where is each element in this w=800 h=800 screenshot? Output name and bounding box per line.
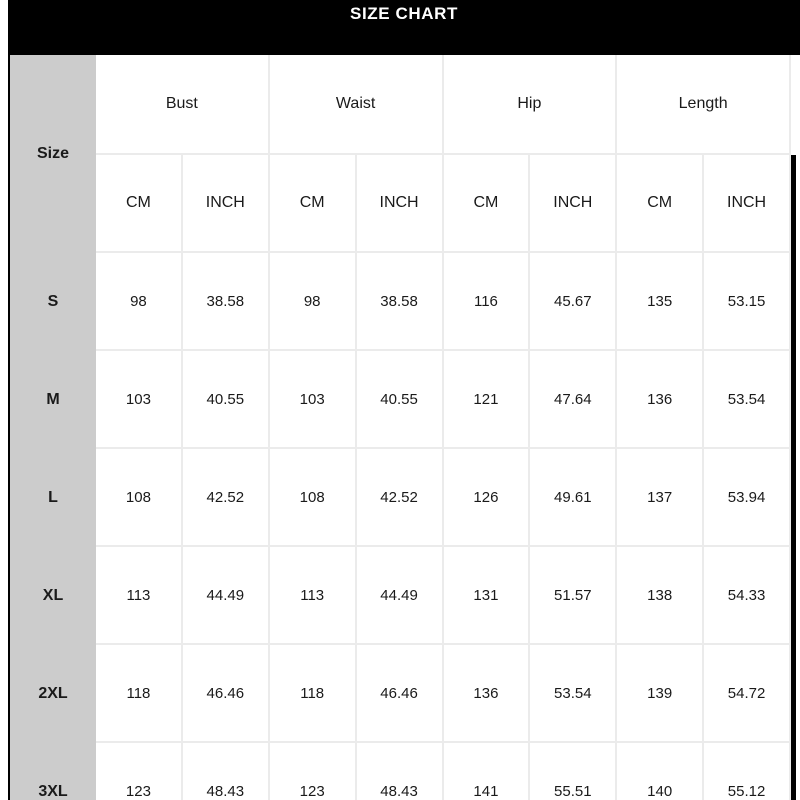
size-row-label-xl: XL: [42, 587, 64, 604]
value-cell: 53.94: [704, 449, 791, 547]
value-cell: 49.61: [530, 449, 618, 547]
value-cell: 40.55: [356, 351, 444, 449]
value-cell: 44.49: [356, 547, 444, 645]
value-cell: 47.64: [530, 351, 618, 449]
size-column: Size S M L XL 2XL 3XL: [8, 55, 96, 800]
value-cell: 113: [96, 547, 183, 645]
unit-header-waist-inch: INCH: [356, 155, 444, 253]
value-cell: 51.57: [530, 547, 618, 645]
value-cell: 139: [617, 645, 705, 743]
value-cell: 54.33: [704, 547, 791, 645]
value-cell: 48.43: [182, 743, 270, 800]
value-cell: 141: [443, 743, 531, 800]
value-cell: 126: [443, 449, 531, 547]
measurements-grid: Bust Waist Hip Length CM INCH CM INCH CM…: [96, 55, 791, 800]
value-cell: 53.54: [704, 351, 791, 449]
unit-header-length-inch: INCH: [704, 155, 791, 253]
value-cell: 116: [443, 253, 531, 351]
column-group-waist: Waist: [269, 55, 444, 155]
size-row-label-2xl: 2XL: [38, 685, 68, 702]
value-cell: 113: [269, 547, 357, 645]
column-group-length: Length: [617, 55, 791, 155]
title-bar: SIZE CHART: [8, 0, 800, 55]
unit-header-hip-inch: INCH: [530, 155, 618, 253]
unit-header-bust-inch: INCH: [182, 155, 270, 253]
column-group-hip: Hip: [443, 55, 618, 155]
value-cell: 46.46: [356, 645, 444, 743]
size-row-label-3xl: 3XL: [38, 783, 68, 800]
value-cell: 137: [617, 449, 705, 547]
value-cell: 103: [96, 351, 183, 449]
value-cell: 54.72: [704, 645, 791, 743]
value-cell: 138: [617, 547, 705, 645]
value-cell: 40.55: [182, 351, 270, 449]
value-cell: 136: [617, 351, 705, 449]
value-cell: 135: [617, 253, 705, 351]
value-cell: 53.15: [704, 253, 791, 351]
value-cell: 123: [269, 743, 357, 800]
value-cell: 108: [96, 449, 183, 547]
value-cell: 44.49: [182, 547, 270, 645]
value-cell: 42.52: [356, 449, 444, 547]
size-column-header: Size: [36, 145, 69, 162]
value-cell: 46.46: [182, 645, 270, 743]
value-cell: 98: [269, 253, 357, 351]
size-row-label-s: S: [47, 293, 59, 310]
value-cell: 118: [96, 645, 183, 743]
size-row-label-m: M: [46, 391, 60, 408]
unit-header-waist-cm: CM: [269, 155, 357, 253]
unit-header-length-cm: CM: [617, 155, 705, 253]
value-cell: 55.51: [530, 743, 618, 800]
value-cell: 38.58: [182, 253, 270, 351]
unit-header-hip-cm: CM: [443, 155, 531, 253]
value-cell: 131: [443, 547, 531, 645]
value-cell: 118: [269, 645, 357, 743]
value-cell: 140: [617, 743, 705, 800]
column-group-bust: Bust: [96, 55, 270, 155]
value-cell: 123: [96, 743, 183, 800]
value-cell: 98: [96, 253, 183, 351]
value-cell: 103: [269, 351, 357, 449]
value-cell: 45.67: [530, 253, 618, 351]
table-right-border: [791, 155, 796, 800]
value-cell: 38.58: [356, 253, 444, 351]
size-row-label-l: L: [48, 489, 58, 506]
value-cell: 55.12: [704, 743, 791, 800]
value-cell: 121: [443, 351, 531, 449]
value-cell: 108: [269, 449, 357, 547]
unit-header-bust-cm: CM: [96, 155, 183, 253]
value-cell: 136: [443, 645, 531, 743]
size-table: Size S M L XL 2XL 3XL Bust Waist Hip Len…: [8, 55, 791, 800]
value-cell: 48.43: [356, 743, 444, 800]
page-title: SIZE CHART: [350, 4, 458, 23]
value-cell: 53.54: [530, 645, 618, 743]
value-cell: 42.52: [182, 449, 270, 547]
